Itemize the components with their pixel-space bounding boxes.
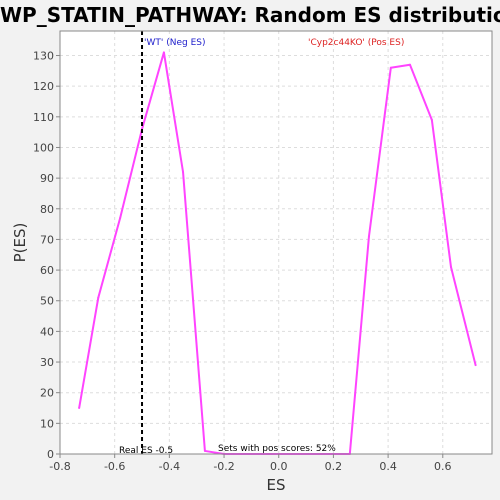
y-tick-label: 130: [33, 50, 54, 63]
y-tick-label: 10: [40, 417, 54, 430]
x-tick-label: -0.2: [213, 460, 234, 473]
real-es-label: Real ES -0.5: [119, 446, 173, 456]
es-data-point: [182, 171, 185, 173]
y-tick-label: 110: [33, 111, 54, 124]
es-data-point: [474, 364, 477, 367]
y-axis-title: P(ES): [11, 223, 29, 263]
x-tick-label: -0.4: [159, 460, 180, 473]
x-tick-label: -0.6: [104, 460, 125, 473]
chart-title: WP_STATIN_PATHWAY: Random ES distributio…: [0, 3, 500, 27]
y-tick-label: 70: [40, 233, 54, 246]
es-data-point: [389, 66, 392, 69]
y-tick-label: 80: [40, 203, 54, 216]
plot-area: [60, 31, 492, 454]
neg-es-label: 'WT' (Neg ES): [144, 38, 205, 48]
y-tick-label: 100: [33, 141, 54, 154]
x-axis-title: ES: [267, 476, 286, 494]
es-data-point: [203, 449, 206, 452]
grid-lines: [59, 31, 492, 455]
y-tick-label: 20: [40, 387, 54, 400]
y-tick-label: 30: [40, 356, 54, 369]
x-tick-label: 0.2: [325, 460, 343, 473]
x-tick-label: 0.6: [434, 460, 452, 473]
plot-border: [59, 30, 493, 455]
es-data-point: [162, 51, 165, 54]
es-data-point: [430, 118, 433, 121]
es-data-point: [408, 63, 411, 66]
y-tick-label: 50: [40, 295, 54, 308]
pos-es-label: 'Cyp2c44KO' (Pos ES): [308, 38, 404, 48]
x-tick-label: -0.8: [49, 460, 70, 473]
y-tick-label: 0: [47, 448, 54, 461]
x-tick-label: 0.0: [270, 460, 288, 473]
es-data-point: [449, 266, 452, 269]
es-data-point: [367, 235, 370, 238]
y-tick-label: 90: [40, 172, 54, 185]
pos-scores-label: Sets with pos scores: 52%: [218, 444, 336, 454]
y-tick-label: 120: [33, 80, 54, 93]
es-data-point: [78, 407, 81, 410]
y-tick-label: 60: [40, 264, 54, 277]
y-tick-label: 40: [40, 325, 54, 338]
es-data-point: [119, 216, 122, 219]
x-tick-label: 0.4: [379, 460, 397, 473]
es-data-point: [97, 296, 100, 299]
axis-ticks: -0.8 -0.6 -0.4 -0.2 0.0 0.2 0.4 0.6 0 10 20 30 40 50 6…: [33, 50, 452, 473]
